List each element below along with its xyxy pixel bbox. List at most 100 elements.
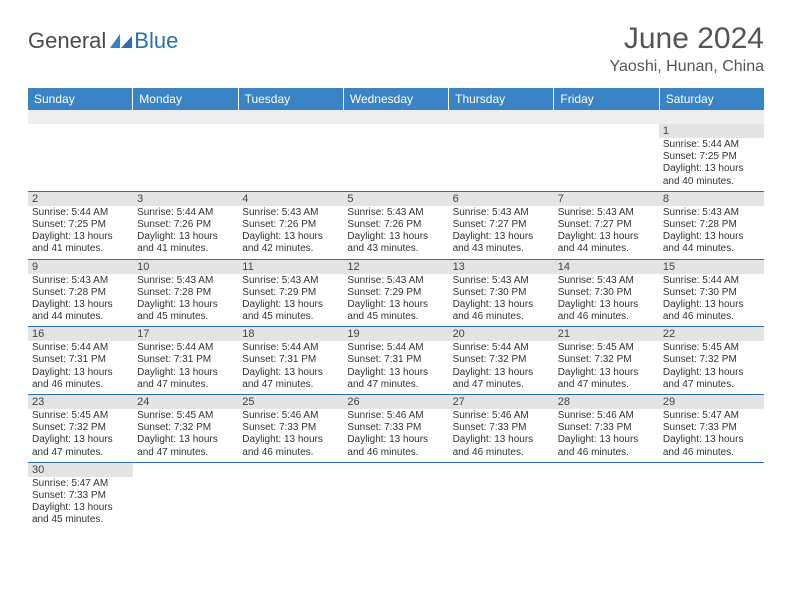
day-cell xyxy=(449,463,554,530)
daylight-text: Daylight: 13 hours and 47 minutes. xyxy=(242,367,339,391)
sunrise-text: Sunrise: 5:46 AM xyxy=(453,410,550,422)
day-cell: 24Sunrise: 5:45 AMSunset: 7:32 PMDayligh… xyxy=(133,395,238,462)
day-number xyxy=(449,124,554,126)
week-row: 23Sunrise: 5:45 AMSunset: 7:32 PMDayligh… xyxy=(28,395,764,463)
month-title: June 2024 xyxy=(610,22,764,56)
sunset-text: Sunset: 7:32 PM xyxy=(137,422,234,434)
day-cell: 18Sunrise: 5:44 AMSunset: 7:31 PMDayligh… xyxy=(238,327,343,394)
dayhdr-sun: Sunday xyxy=(28,88,133,110)
day-cell: 4Sunrise: 5:43 AMSunset: 7:26 PMDaylight… xyxy=(238,192,343,259)
dayhdr-mon: Monday xyxy=(133,88,238,110)
sunset-text: Sunset: 7:33 PM xyxy=(242,422,339,434)
sunset-text: Sunset: 7:28 PM xyxy=(137,287,234,299)
daylight-text: Daylight: 13 hours and 40 minutes. xyxy=(663,163,760,187)
week-row: 16Sunrise: 5:44 AMSunset: 7:31 PMDayligh… xyxy=(28,327,764,395)
day-details: Sunrise: 5:45 AMSunset: 7:32 PMDaylight:… xyxy=(28,409,133,462)
daylight-text: Daylight: 13 hours and 47 minutes. xyxy=(137,367,234,391)
day-details: Sunrise: 5:43 AMSunset: 7:29 PMDaylight:… xyxy=(238,274,343,327)
week-row: 1Sunrise: 5:44 AMSunset: 7:25 PMDaylight… xyxy=(28,124,764,192)
day-cell xyxy=(343,124,448,191)
day-number xyxy=(28,124,133,126)
sunrise-text: Sunrise: 5:43 AM xyxy=(347,207,444,219)
daylight-text: Daylight: 13 hours and 46 minutes. xyxy=(558,434,655,458)
sunset-text: Sunset: 7:25 PM xyxy=(663,151,760,163)
sunset-text: Sunset: 7:33 PM xyxy=(453,422,550,434)
sail-icon xyxy=(110,34,132,48)
day-details: Sunrise: 5:43 AMSunset: 7:26 PMDaylight:… xyxy=(343,206,448,259)
day-number: 8 xyxy=(659,192,764,206)
sunset-text: Sunset: 7:28 PM xyxy=(32,287,129,299)
day-cell: 26Sunrise: 5:46 AMSunset: 7:33 PMDayligh… xyxy=(343,395,448,462)
blank-row xyxy=(28,110,764,124)
sunset-text: Sunset: 7:29 PM xyxy=(242,287,339,299)
sunset-text: Sunset: 7:26 PM xyxy=(137,219,234,231)
daylight-text: Daylight: 13 hours and 46 minutes. xyxy=(242,434,339,458)
day-cell: 16Sunrise: 5:44 AMSunset: 7:31 PMDayligh… xyxy=(28,327,133,394)
day-number: 24 xyxy=(133,395,238,409)
day-cell: 9Sunrise: 5:43 AMSunset: 7:28 PMDaylight… xyxy=(28,260,133,327)
day-number xyxy=(133,124,238,126)
daylight-text: Daylight: 13 hours and 47 minutes. xyxy=(558,367,655,391)
sunset-text: Sunset: 7:26 PM xyxy=(347,219,444,231)
day-number: 2 xyxy=(28,192,133,206)
day-details: Sunrise: 5:44 AMSunset: 7:26 PMDaylight:… xyxy=(133,206,238,259)
sunset-text: Sunset: 7:30 PM xyxy=(453,287,550,299)
day-number xyxy=(238,124,343,126)
sunset-text: Sunset: 7:27 PM xyxy=(558,219,655,231)
daylight-text: Daylight: 13 hours and 47 minutes. xyxy=(663,367,760,391)
sunrise-text: Sunrise: 5:45 AM xyxy=(32,410,129,422)
day-number: 10 xyxy=(133,260,238,274)
day-cell xyxy=(554,124,659,191)
logo: General Blue xyxy=(28,28,178,54)
sunrise-text: Sunrise: 5:45 AM xyxy=(137,410,234,422)
day-cell: 15Sunrise: 5:44 AMSunset: 7:30 PMDayligh… xyxy=(659,260,764,327)
sunset-text: Sunset: 7:33 PM xyxy=(663,422,760,434)
daylight-text: Daylight: 13 hours and 41 minutes. xyxy=(32,231,129,255)
daylight-text: Daylight: 13 hours and 46 minutes. xyxy=(347,434,444,458)
daylight-text: Daylight: 13 hours and 43 minutes. xyxy=(453,231,550,255)
day-cell xyxy=(238,463,343,530)
sunrise-text: Sunrise: 5:43 AM xyxy=(663,207,760,219)
day-cell: 28Sunrise: 5:46 AMSunset: 7:33 PMDayligh… xyxy=(554,395,659,462)
day-cell xyxy=(449,124,554,191)
day-details: Sunrise: 5:43 AMSunset: 7:28 PMDaylight:… xyxy=(659,206,764,259)
day-number: 22 xyxy=(659,327,764,341)
sunrise-text: Sunrise: 5:43 AM xyxy=(453,207,550,219)
sunset-text: Sunset: 7:32 PM xyxy=(558,354,655,366)
day-number: 4 xyxy=(238,192,343,206)
day-cell: 10Sunrise: 5:43 AMSunset: 7:28 PMDayligh… xyxy=(133,260,238,327)
sunrise-text: Sunrise: 5:43 AM xyxy=(242,207,339,219)
day-cell: 11Sunrise: 5:43 AMSunset: 7:29 PMDayligh… xyxy=(238,260,343,327)
daylight-text: Daylight: 13 hours and 47 minutes. xyxy=(137,434,234,458)
daylight-text: Daylight: 13 hours and 47 minutes. xyxy=(32,434,129,458)
sunrise-text: Sunrise: 5:45 AM xyxy=(558,342,655,354)
day-cell: 7Sunrise: 5:43 AMSunset: 7:27 PMDaylight… xyxy=(554,192,659,259)
daylight-text: Daylight: 13 hours and 46 minutes. xyxy=(663,299,760,323)
sunset-text: Sunset: 7:30 PM xyxy=(663,287,760,299)
day-number: 7 xyxy=(554,192,659,206)
day-cell: 3Sunrise: 5:44 AMSunset: 7:26 PMDaylight… xyxy=(133,192,238,259)
day-cell: 30Sunrise: 5:47 AMSunset: 7:33 PMDayligh… xyxy=(28,463,133,530)
day-cell: 21Sunrise: 5:45 AMSunset: 7:32 PMDayligh… xyxy=(554,327,659,394)
sunrise-text: Sunrise: 5:44 AM xyxy=(32,342,129,354)
day-details: Sunrise: 5:44 AMSunset: 7:31 PMDaylight:… xyxy=(133,341,238,394)
calendar: Sunday Monday Tuesday Wednesday Thursday… xyxy=(28,88,764,530)
week-row: 2Sunrise: 5:44 AMSunset: 7:25 PMDaylight… xyxy=(28,192,764,260)
daylight-text: Daylight: 13 hours and 41 minutes. xyxy=(137,231,234,255)
weeks-container: 1Sunrise: 5:44 AMSunset: 7:25 PMDaylight… xyxy=(28,124,764,530)
day-number: 19 xyxy=(343,327,448,341)
day-number: 6 xyxy=(449,192,554,206)
sunrise-text: Sunrise: 5:44 AM xyxy=(347,342,444,354)
sunset-text: Sunset: 7:32 PM xyxy=(663,354,760,366)
daylight-text: Daylight: 13 hours and 46 minutes. xyxy=(558,299,655,323)
sunrise-text: Sunrise: 5:44 AM xyxy=(663,139,760,151)
day-number: 5 xyxy=(343,192,448,206)
day-number: 17 xyxy=(133,327,238,341)
day-number xyxy=(449,463,554,465)
day-details: Sunrise: 5:43 AMSunset: 7:26 PMDaylight:… xyxy=(238,206,343,259)
day-number: 28 xyxy=(554,395,659,409)
sunset-text: Sunset: 7:29 PM xyxy=(347,287,444,299)
day-cell: 19Sunrise: 5:44 AMSunset: 7:31 PMDayligh… xyxy=(343,327,448,394)
sunrise-text: Sunrise: 5:47 AM xyxy=(32,478,129,490)
week-row: 30Sunrise: 5:47 AMSunset: 7:33 PMDayligh… xyxy=(28,463,764,530)
